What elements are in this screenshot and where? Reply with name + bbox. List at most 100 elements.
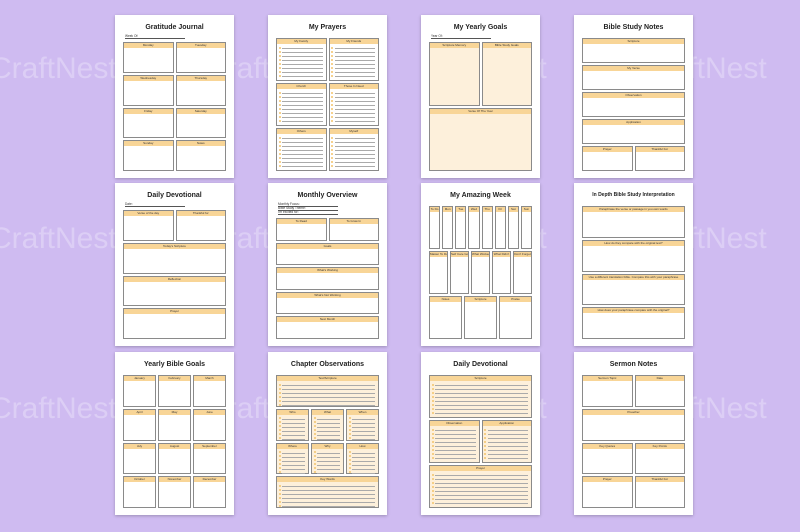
- section-box: What's Not Working: [276, 291, 379, 315]
- section-box: Verse Of The Year: [429, 107, 532, 171]
- line: [317, 422, 340, 424]
- page: My Prayers My Family My Friends Church Those…: [268, 15, 387, 178]
- section-box: Scripture: [429, 375, 532, 418]
- section-box: Observation: [429, 420, 480, 463]
- line: [334, 72, 375, 73]
- section-box: Key Quotes: [582, 442, 633, 475]
- bullet: [484, 452, 486, 455]
- line: [282, 72, 323, 73]
- line: [317, 452, 340, 454]
- section-label: Tuesday: [176, 43, 225, 48]
- section-label: Who: [277, 409, 308, 415]
- bullet: [331, 144, 333, 147]
- section-box: July: [123, 442, 156, 475]
- section-box: Key Words: [276, 476, 379, 508]
- bullet: [278, 58, 281, 61]
- section-box: My Verse: [582, 65, 685, 90]
- bullet: [331, 46, 333, 49]
- section-box: May: [158, 408, 191, 441]
- section-label: Prayer: [430, 466, 531, 471]
- line: [487, 442, 528, 443]
- bullet: [348, 425, 351, 428]
- section-box: Friday: [123, 107, 174, 139]
- bullet: [278, 66, 281, 69]
- section-label: November: [159, 477, 190, 483]
- bullet: [348, 455, 351, 457]
- section-label: Date: [635, 376, 684, 381]
- line: [435, 397, 528, 398]
- line: [282, 121, 323, 122]
- bullet: [278, 152, 281, 155]
- section-label: August: [159, 443, 190, 449]
- bullet: [278, 107, 281, 110]
- line: [282, 97, 323, 98]
- section-box: My Family: [276, 38, 327, 81]
- bullet: [278, 99, 281, 102]
- bullet: [484, 432, 486, 435]
- section-label: Observation: [430, 421, 479, 426]
- section-box: Myself: [328, 128, 379, 171]
- line: [282, 56, 323, 57]
- section-box: Observation: [582, 92, 685, 117]
- section-label: Where: [277, 443, 308, 449]
- line: [282, 498, 375, 500]
- page-title: My Prayers: [308, 24, 347, 31]
- bullet: [484, 456, 486, 459]
- line: [334, 93, 375, 94]
- page: In Depth Bible Study Interpretation Parap…: [574, 183, 693, 346]
- section-label: Mon: [443, 207, 453, 212]
- bullet: [348, 463, 351, 465]
- section-label: How do they compare with the original te…: [583, 240, 684, 246]
- line: [435, 385, 528, 386]
- page: My Yearly Goals Year Of: Scripture Memory B…: [421, 15, 540, 178]
- section-box: Prayer: [123, 308, 226, 339]
- line: [334, 117, 375, 118]
- line: [282, 105, 323, 106]
- bullet: [278, 395, 281, 398]
- line: [435, 487, 528, 488]
- line: [435, 409, 528, 410]
- section-label: Master To Dos: [430, 252, 447, 257]
- bullet: [278, 429, 281, 432]
- line: [282, 502, 375, 504]
- line: [487, 458, 528, 459]
- section-label: Paraphrase the verse or passage in you o…: [583, 207, 684, 212]
- bullet: [431, 477, 434, 480]
- bullet: [278, 74, 281, 77]
- section-box: Prayer: [582, 476, 633, 508]
- section-label: What Worked: [472, 252, 489, 257]
- line: [334, 60, 375, 61]
- line: [352, 452, 375, 454]
- bullet: [278, 136, 281, 139]
- bullet: [331, 62, 333, 65]
- bullet: [313, 471, 316, 473]
- line: [435, 483, 528, 484]
- bullet: [278, 95, 281, 98]
- section-box: Reflection: [123, 275, 226, 307]
- bullet: [431, 411, 434, 414]
- line: [282, 64, 323, 65]
- bullet: [431, 383, 434, 386]
- section-label: Notes: [176, 141, 225, 147]
- section-box: What's Working: [276, 267, 379, 290]
- section-label: Prayer: [583, 147, 632, 152]
- line: [282, 434, 305, 436]
- bullet: [431, 391, 434, 394]
- bullet: [431, 395, 434, 398]
- line: [352, 464, 375, 466]
- line: [282, 468, 305, 470]
- section-box: How does your paraphrase compare with th…: [582, 307, 685, 339]
- section-box: Sunday: [123, 140, 174, 171]
- line: [435, 458, 476, 459]
- section-box: Don't Forget: [513, 251, 532, 294]
- bullet: [313, 417, 316, 420]
- line: [282, 52, 323, 53]
- section-box: Date: [634, 375, 685, 407]
- line: [352, 434, 375, 436]
- bullet: [431, 428, 434, 431]
- bullet: [484, 436, 486, 439]
- line: [282, 456, 305, 458]
- section-box: August: [158, 442, 191, 475]
- line: [282, 397, 375, 398]
